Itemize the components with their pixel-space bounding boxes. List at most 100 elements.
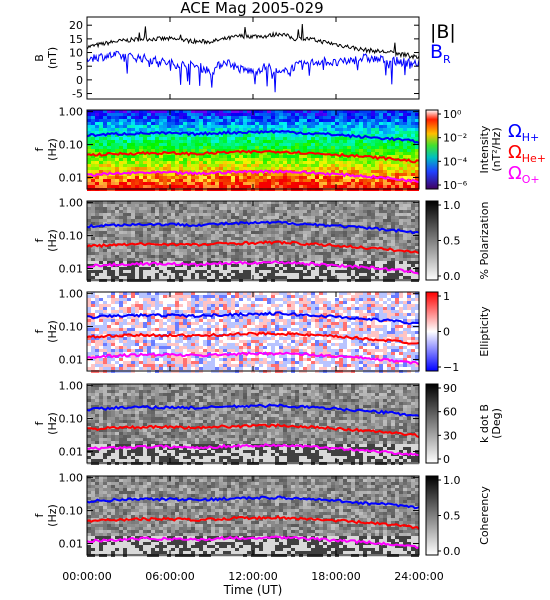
heatmap-cell [371,131,375,134]
heatmap-cell [135,161,139,164]
heatmap-cell [383,149,387,152]
heatmap-cell [151,204,155,207]
heatmap-cell [295,140,299,143]
heatmap-cell [287,234,291,237]
heatmap-cell [91,204,95,207]
heatmap-cell [303,155,307,158]
heatmap-cell [235,240,239,243]
heatmap-cell [343,304,347,307]
heatmap-cell [103,225,107,228]
heatmap-cell [307,258,311,261]
heatmap-cell [307,201,311,204]
heatmap-cell [395,264,399,267]
heatmap-cell [195,298,199,301]
heatmap-cell [119,207,123,210]
heatmap-cell [335,219,339,222]
heatmap-cell [131,240,135,243]
heatmap-cell [199,264,203,267]
heatmap-cell [135,158,139,161]
heatmap-cell [319,237,323,240]
heatmap-cell [127,170,131,173]
heatmap-cell [307,185,311,188]
heatmap-cell [195,237,199,240]
heatmap-cell [211,207,215,210]
heatmap-cell [395,125,399,128]
heatmap-cell [323,249,327,252]
heatmap-cell [91,228,95,231]
heatmap-cell [175,261,179,264]
heatmap-cell [167,119,171,122]
heatmap-cell [375,185,379,188]
heatmap-cell [355,164,359,167]
heatmap-cell [315,146,319,149]
heatmap-cell [295,170,299,173]
heatmap-cell [95,152,99,155]
heatmap-cell [187,164,191,167]
heatmap-cell [271,164,275,167]
heatmap-cell [351,255,355,258]
heatmap-cell [147,301,151,304]
heatmap-cell [363,292,367,295]
heatmap-cell [207,298,211,301]
heatmap-cell [351,128,355,131]
heatmap-cell [379,158,383,161]
heatmap-cell [231,128,235,131]
heatmap-cell [199,295,203,298]
heatmap-cell [235,231,239,234]
heatmap-cell [123,176,127,179]
heatmap-cell [223,113,227,116]
heatmap-cell [355,222,359,225]
heatmap-cell [331,246,335,249]
heatmap-cell [223,264,227,267]
heatmap-cell [339,258,343,261]
heatmap-cell [199,176,203,179]
heatmap-cell [231,252,235,255]
heatmap-cell [335,231,339,234]
heatmap-cell [195,234,199,237]
heatmap-cell [87,249,91,252]
heatmap-cell [295,167,299,170]
heatmap-cell [103,116,107,119]
heatmap-cell [307,110,311,113]
heatmap-cell [259,119,263,122]
heatmap-cell [183,134,187,137]
heatmap-cell [307,140,311,143]
heatmap-cell [235,258,239,261]
heatmap-cell [227,273,231,276]
heatmap-cell [191,167,195,170]
heatmap-cell [371,119,375,122]
heatmap-cell [207,240,211,243]
heatmap-cell [339,252,343,255]
heatmap-cell [407,125,411,128]
heatmap-cell [179,185,183,188]
heatmap-cell [375,276,379,279]
heatmap-cell [123,204,127,207]
heatmap-cell [131,119,135,122]
heatmap-cell [367,161,371,164]
heatmap-cell [263,185,267,188]
heatmap-cell [131,301,135,304]
heatmap-cell [139,110,143,113]
heatmap-cell [295,122,299,125]
heatmap-cell [127,128,131,131]
heatmap-cell [179,134,183,137]
heatmap-cell [187,179,191,182]
heatmap-cell [359,261,363,264]
heatmap-cell [147,134,151,137]
heatmap-cell [363,246,367,249]
heatmap-cell [87,295,91,298]
heatmap-cell [115,173,119,176]
heatmap-cell [387,273,391,276]
heatmap-cell [395,161,399,164]
heatmap-cell [287,185,291,188]
heatmap-cell [151,113,155,116]
heatmap-cell [291,140,295,143]
heatmap-cell [267,234,271,237]
heatmap-cell [263,298,267,301]
heatmap-cell [199,146,203,149]
heatmap-cell [207,228,211,231]
heatmap-cell [243,179,247,182]
heatmap-cell [383,255,387,258]
heatmap-cell [131,249,135,252]
heatmap-cell [135,167,139,170]
